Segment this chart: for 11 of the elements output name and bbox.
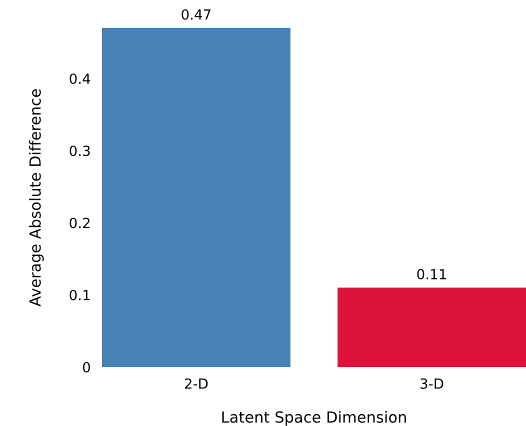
x-tick-label: 3-D — [420, 378, 444, 389]
x-axis-title: Latent Space Dimension — [222, 410, 406, 426]
y-axis-title: Average Absolute Difference — [29, 89, 44, 306]
y-tick-label: 0.1 — [70, 290, 90, 300]
y-tick-label: 0.2 — [70, 218, 90, 228]
y-tick-label: 0 — [82, 362, 90, 372]
y-tick-label: 0.4 — [70, 73, 90, 84]
data-label: 0.11 — [417, 268, 446, 280]
data-label: 0.47 — [182, 9, 210, 20]
x-tick-label: 2-D — [184, 378, 208, 389]
y-tick-label: 0.3 — [70, 146, 90, 156]
